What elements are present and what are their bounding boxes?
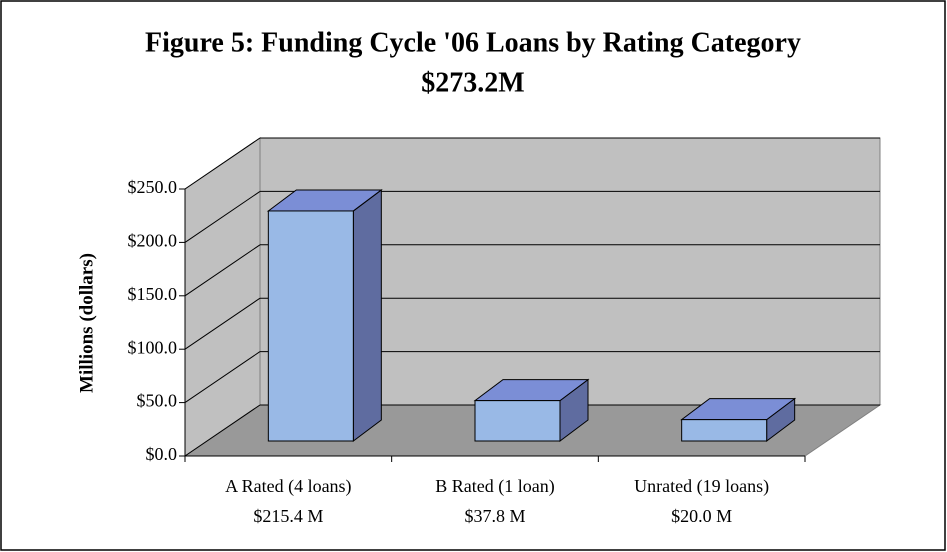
grid-line <box>184 351 261 404</box>
y-axis-label: Millions (dollars) <box>76 253 97 393</box>
chart-title: Figure 5: Funding Cycle '06 Loans by Rat… <box>145 27 801 58</box>
chart-subtitle: $273.2M <box>421 67 524 98</box>
x-tick-label: Unrated (19 loans) <box>634 476 769 497</box>
y-tick-label: $150.0 <box>128 284 178 304</box>
grid-line <box>184 404 261 457</box>
grid-line <box>184 190 261 243</box>
x-tick-label: A Rated (4 loans) <box>225 476 351 497</box>
side-wall <box>184 137 261 457</box>
grid-line <box>184 297 261 350</box>
y-tick-label: $200.0 <box>128 231 178 251</box>
y-tick-label: $0.0 <box>146 444 178 464</box>
grid-line <box>184 244 261 297</box>
value-label: $20.0 M <box>671 506 732 526</box>
bar <box>474 400 561 442</box>
bar <box>681 419 768 442</box>
x-tick-label: B Rated (1 loan) <box>435 476 554 497</box>
value-label: $37.8 M <box>464 506 525 526</box>
bar <box>267 210 354 442</box>
grid-line <box>184 137 261 190</box>
value-label: $215.4 M <box>253 506 323 526</box>
y-tick-label: $50.0 <box>137 391 178 411</box>
bar-side <box>352 188 382 442</box>
y-tick-label: $100.0 <box>128 337 178 357</box>
y-tick-label: $250.0 <box>128 177 178 197</box>
